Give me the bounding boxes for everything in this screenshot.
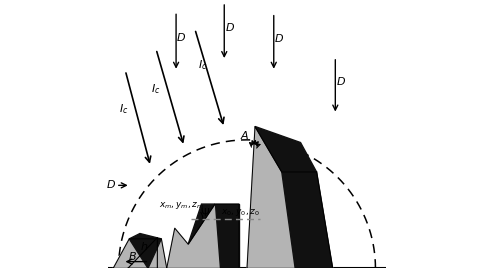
Text: $D$: $D$: [225, 22, 235, 33]
Text: $D$: $D$: [106, 178, 116, 190]
Text: $D$: $D$: [335, 75, 346, 87]
Polygon shape: [113, 239, 166, 268]
Text: $x_m,y_m,z_m$: $x_m,y_m,z_m$: [159, 200, 204, 211]
Polygon shape: [215, 204, 239, 268]
Polygon shape: [282, 172, 332, 268]
Text: $B$: $B$: [128, 250, 137, 262]
Text: $I_c$: $I_c$: [119, 102, 128, 116]
Text: $I_c$: $I_c$: [151, 82, 160, 96]
Polygon shape: [166, 204, 239, 268]
Text: $h$: $h$: [140, 240, 148, 252]
Text: $\Psi$: $\Psi$: [201, 206, 210, 218]
Text: $I_c$: $I_c$: [198, 58, 207, 72]
Polygon shape: [129, 233, 162, 268]
Polygon shape: [188, 204, 215, 244]
Text: $D$: $D$: [274, 32, 284, 44]
Text: $x_0,y_0,z_0$: $x_0,y_0,z_0$: [221, 207, 260, 218]
Polygon shape: [247, 126, 332, 268]
Text: $D$: $D$: [176, 31, 186, 43]
Text: $A$: $A$: [241, 129, 250, 140]
Polygon shape: [255, 126, 317, 172]
